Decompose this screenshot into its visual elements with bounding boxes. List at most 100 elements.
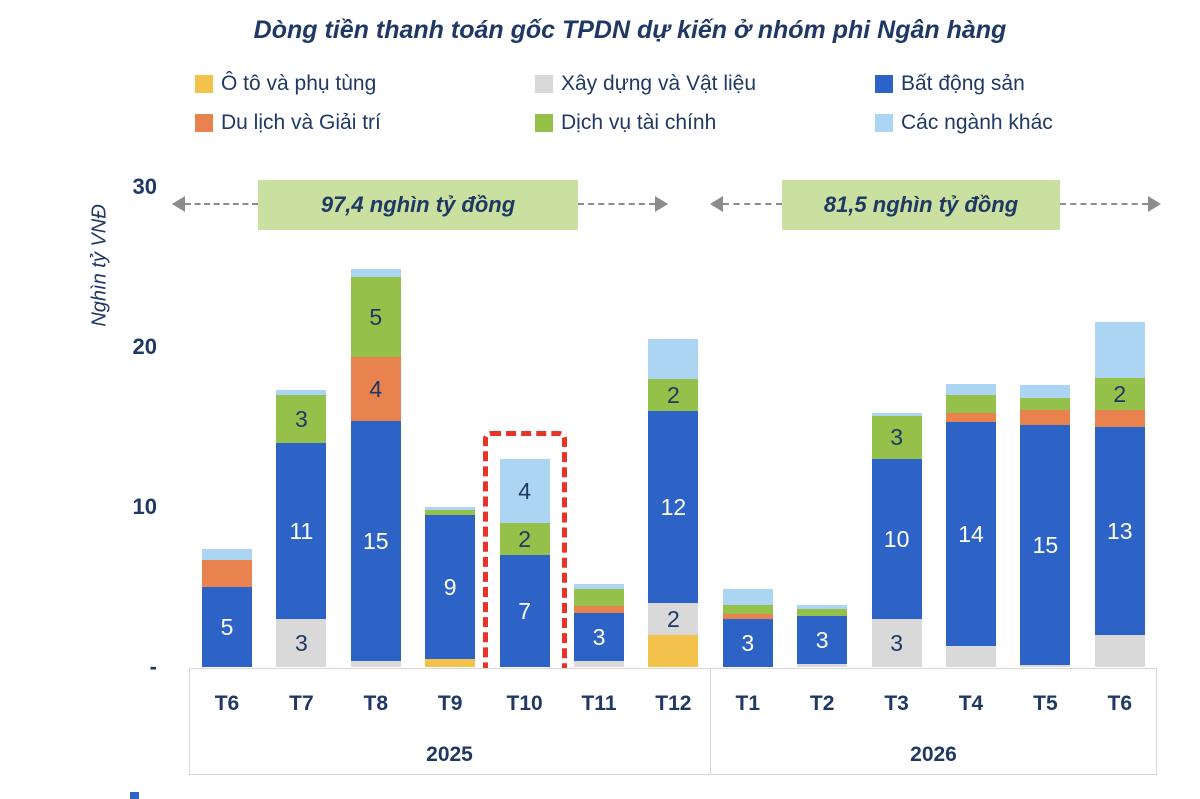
month-label-T6-2026: T6	[1107, 692, 1133, 715]
month-label-T11-2025: T11	[581, 692, 617, 715]
bar-segment-T8-2025-tourism: 4	[350, 356, 401, 421]
bar-segment-T12-2025-construction: 2	[648, 603, 699, 635]
segment-value-label: 3	[592, 623, 606, 650]
bar-segment-T11-2025-construction	[574, 660, 624, 667]
segment-value-label: 2	[666, 606, 680, 632]
bar-segment-T7-2025-finance: 3	[276, 395, 327, 443]
arrow-left-icon	[710, 196, 723, 212]
bar-segment-T10-2025-others: 4	[499, 459, 550, 523]
bar-segment-T6-2026-others	[1094, 322, 1145, 379]
segment-value-label: 5	[220, 614, 234, 640]
segment-value-label: 3	[890, 630, 903, 656]
bar-segment-T5-2026-construction	[1020, 664, 1071, 667]
y-axis-title: Nghìn tỷ VNĐ	[62, 190, 138, 340]
segment-value-label: 15	[363, 527, 389, 554]
bar-segment-T12-2025-auto	[648, 635, 699, 667]
legend-swatch-others	[875, 114, 893, 132]
annotation-2025-total: 97,4 nghìn tỷ đồng	[258, 180, 578, 230]
year-label-2026: 2026	[910, 743, 957, 766]
bar-segment-T6-2026-construction	[1094, 635, 1145, 667]
bar-segment-T1-2026-finance	[722, 604, 773, 615]
bar-segment-T10-2025-real_estate: 7	[499, 555, 550, 667]
month-label-T9-2025: T9	[437, 692, 463, 715]
bar-segment-T3-2026-others	[871, 412, 922, 416]
legend-label: Du lịch và Giải trí	[221, 111, 381, 134]
x-axis-group-divider	[710, 668, 711, 775]
segment-value-label: 2	[666, 382, 680, 408]
segment-value-label: 2	[518, 526, 531, 552]
month-label-T8-2025: T8	[363, 692, 389, 715]
bar-segment-T2-2026-others	[797, 605, 848, 609]
month-label-T6-2025: T6	[214, 692, 240, 715]
bar-segment-T5-2026-tourism	[1020, 410, 1071, 425]
legend-item-auto: Ô tô và phụ tùng	[195, 72, 376, 95]
legend-swatch-auto	[195, 75, 213, 93]
arrow-right-icon	[655, 196, 668, 212]
legend-label: Các ngành khác	[901, 111, 1053, 134]
segment-value-label: 11	[289, 518, 314, 544]
segment-value-label: 4	[369, 375, 383, 402]
segment-value-label: 3	[294, 630, 308, 656]
y-tick-30: 30	[132, 174, 157, 199]
legend-label: Dịch vụ tài chính	[561, 111, 717, 134]
bar-segment-T2-2026-real_estate: 3	[797, 615, 848, 664]
month-label-T7-2025: T7	[289, 692, 314, 715]
bar-segment-T6-2025-others	[202, 548, 252, 560]
bar-segment-T3-2026-real_estate: 10	[871, 459, 922, 619]
y-axis-title-text: Nghìn tỷ VNĐ	[88, 203, 111, 327]
dashed-line	[578, 203, 655, 205]
y-tick-20: 20	[132, 334, 157, 359]
dashed-line	[1060, 203, 1148, 205]
bar-segment-T4-2026-finance	[946, 395, 996, 413]
chart-title: Dòng tiền thanh toán gốc TPDN dự kiến ở …	[253, 16, 1007, 44]
legend-item-finance: Dịch vụ tài chính	[535, 111, 717, 134]
segment-value-label: 3	[294, 406, 308, 432]
legend-item-others: Các ngành khác	[875, 111, 1053, 134]
segment-value-label: 13	[1107, 518, 1133, 544]
segment-value-label: 15	[1032, 531, 1059, 558]
segment-value-label: 7	[518, 598, 531, 624]
bar-segment-T9-2025-auto	[425, 659, 476, 667]
bar-segment-T8-2025-finance: 5	[350, 276, 401, 357]
bar-segment-T1-2026-real_estate: 3	[722, 619, 773, 667]
bar-segment-T7-2025-others	[276, 390, 327, 395]
annotation-2025-text: 97,4 nghìn tỷ đồng	[320, 192, 516, 217]
legend-swatch-real_estate	[875, 75, 893, 93]
bar-segment-T8-2025-real_estate: 15	[350, 420, 401, 661]
y-tick-0: -	[149, 654, 157, 679]
month-label-T5-2026: T5	[1033, 692, 1058, 715]
segment-value-label: 14	[958, 521, 984, 548]
bar-segment-T6-2025-tourism	[202, 559, 252, 587]
dashed-line	[723, 203, 782, 205]
legend-swatch-tourism	[195, 114, 213, 132]
dashed-line	[185, 203, 258, 205]
arrow-right-icon	[1148, 196, 1161, 212]
segment-value-label: 10	[883, 526, 910, 552]
footnote-mark	[130, 792, 139, 799]
month-label-T2-2026: T2	[809, 692, 835, 715]
bar-segment-T7-2025-real_estate: 11	[276, 443, 327, 619]
bar-segment-T9-2025-others	[425, 507, 476, 511]
month-label-T1-2026: T1	[735, 692, 761, 715]
bar-segment-T11-2025-others	[574, 583, 624, 589]
legend-swatch-finance	[535, 114, 553, 132]
segment-value-label: 4	[518, 478, 531, 504]
legend-label: Xây dựng và Vật liệu	[561, 72, 757, 95]
year-label-2025: 2025	[426, 743, 473, 766]
annotation-2026-total: 81,5 nghìn tỷ đồng	[782, 180, 1060, 230]
bar-segment-T7-2025-construction: 3	[276, 619, 327, 667]
month-label-T4-2026: T4	[958, 692, 984, 715]
segment-value-label: 3	[815, 626, 829, 653]
bar-segment-T5-2026-finance	[1020, 398, 1071, 411]
x-axis-box	[189, 668, 1157, 775]
bar-segment-T11-2025-real_estate: 3	[574, 612, 624, 661]
bar-segment-T2-2026-construction	[797, 663, 848, 667]
bar-segment-T5-2026-others	[1020, 384, 1071, 399]
month-label-T12-2025: T12	[655, 692, 692, 715]
bar-segment-T6-2026-real_estate: 13	[1094, 427, 1145, 635]
bar-segment-T4-2026-tourism	[946, 412, 996, 423]
bar-segment-T4-2026-real_estate: 14	[946, 422, 996, 647]
bar-segment-T1-2026-tourism	[722, 614, 773, 619]
segment-value-label: 3	[890, 424, 903, 451]
bar-segment-T2-2026-finance	[797, 608, 848, 616]
